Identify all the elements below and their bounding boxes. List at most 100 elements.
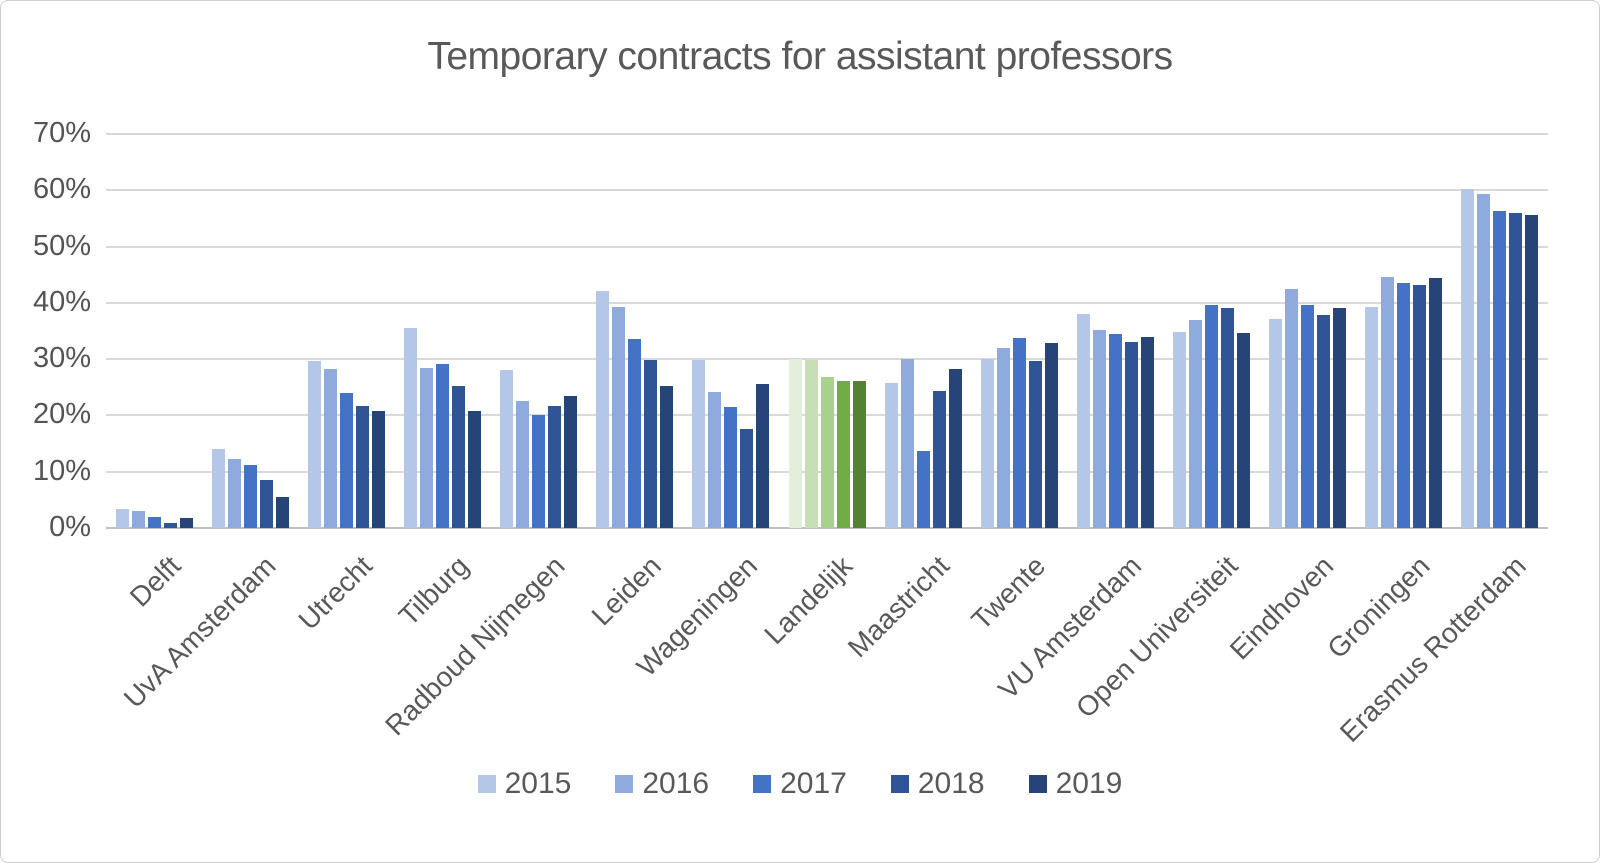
legend-item-2017: 2017 [753, 767, 847, 801]
bar-leiden-2017 [628, 338, 642, 528]
x-axis-category-label: Utrecht [292, 550, 379, 636]
y-axis-tick-label: 20% [32, 398, 91, 431]
bar-tilburg-2019 [467, 410, 481, 528]
bar-maastricht-2015 [884, 382, 898, 528]
gridline-70 [106, 133, 1548, 135]
bar-eindhoven-2016 [1285, 288, 1299, 528]
bar-open-universiteit-2017 [1205, 304, 1219, 528]
bar-landelijk-2019 [852, 380, 866, 528]
gridline-0 [106, 527, 1548, 529]
bar-twente-2015 [980, 359, 994, 528]
bar-twente-2019 [1044, 343, 1058, 528]
y-axis-tick-label: 70% [32, 117, 91, 149]
bar-eindhoven-2015 [1269, 318, 1283, 528]
bar-uva-amsterdam-2018 [259, 479, 273, 528]
y-axis-tick-label: 30% [32, 342, 91, 375]
bar-landelijk-2017 [820, 376, 834, 528]
bar-twente-2016 [996, 348, 1010, 528]
legend-label: 2015 [504, 767, 572, 800]
bar-wageningen-2019 [756, 384, 770, 528]
legend-label: 2016 [642, 767, 710, 800]
x-axis-category-label: Leiden [585, 550, 667, 632]
y-axis-tick-label: 0% [49, 511, 91, 543]
bar-vu-amsterdam-2017 [1108, 333, 1122, 528]
bar-wageningen-2017 [724, 406, 738, 528]
bar-landelijk-2018 [836, 381, 850, 528]
legend-item-2019: 2019 [1028, 767, 1123, 801]
legend-label: 2017 [780, 767, 847, 800]
y-axis-tick-label: 60% [32, 173, 91, 206]
bar-erasmus-rotterdam-2015 [1461, 189, 1475, 528]
bar-landelijk-2015 [788, 358, 802, 528]
bar-radboud-nijmegen-2019 [564, 396, 578, 528]
bar-utrecht-2017 [339, 392, 353, 528]
bar-utrecht-2019 [371, 410, 385, 528]
legend-swatch [477, 775, 496, 793]
chart-title: Temporary contracts for assistant profes… [427, 35, 1173, 78]
bar-erasmus-rotterdam-2018 [1509, 213, 1523, 528]
x-axis-category-label: Delft [123, 550, 186, 613]
bar-wageningen-2018 [740, 428, 754, 528]
bar-erasmus-rotterdam-2017 [1493, 210, 1507, 528]
y-axis-tick-label: 50% [32, 229, 91, 262]
gridline-60 [106, 189, 1548, 192]
legend-swatch [753, 775, 772, 793]
x-axis-category-label: Landelijk [758, 550, 859, 651]
bar-uva-amsterdam-2017 [243, 464, 257, 528]
bar-delft-2015 [115, 508, 129, 528]
bar-radboud-nijmegen-2017 [532, 414, 546, 528]
bar-leiden-2018 [644, 359, 658, 528]
bar-wageningen-2016 [708, 391, 722, 528]
gridline-30 [106, 358, 1548, 361]
bar-twente-2017 [1012, 338, 1026, 528]
bar-maastricht-2019 [948, 369, 962, 528]
bar-tilburg-2018 [451, 386, 465, 528]
bar-tilburg-2017 [435, 363, 449, 528]
legend: 2015 2016 2017 2018 2019 [1, 767, 1599, 801]
bar-tilburg-2016 [419, 368, 433, 528]
bar-maastricht-2018 [932, 391, 946, 528]
bar-open-universiteit-2016 [1189, 320, 1203, 528]
x-axis-category-label: Radboud Nijmegen [379, 550, 571, 742]
x-axis-category-label: Open Universiteit [1069, 550, 1244, 724]
bar-vu-amsterdam-2019 [1140, 337, 1154, 528]
bar-delft-2019 [179, 518, 193, 528]
bar-vu-amsterdam-2016 [1092, 329, 1106, 528]
gridline-50 [106, 245, 1548, 248]
bar-utrecht-2015 [307, 360, 321, 528]
bar-leiden-2015 [596, 291, 610, 528]
gridline-40 [106, 301, 1548, 304]
x-axis-category-label: Erasmus Rotterdam [1333, 550, 1532, 748]
legend-swatch [890, 775, 909, 793]
bar-erasmus-rotterdam-2016 [1477, 193, 1491, 528]
bar-eindhoven-2017 [1301, 304, 1315, 528]
x-axis-category-label: Eindhoven [1224, 550, 1340, 666]
y-axis-tick-label: 40% [32, 285, 91, 318]
bar-open-universiteit-2018 [1221, 307, 1235, 528]
bar-landelijk-2016 [804, 359, 818, 528]
bar-groningen-2017 [1397, 282, 1411, 528]
legend-item-2015: 2015 [477, 767, 572, 801]
bar-radboud-nijmegen-2018 [548, 405, 562, 528]
bar-utrecht-2018 [355, 405, 369, 528]
bar-radboud-nijmegen-2015 [500, 369, 514, 528]
legend-item-2016: 2016 [615, 767, 709, 801]
legend-item-2018: 2018 [890, 767, 985, 801]
bar-uva-amsterdam-2015 [211, 448, 225, 528]
bar-eindhoven-2018 [1317, 314, 1331, 528]
bar-delft-2017 [147, 516, 161, 528]
bar-tilburg-2015 [403, 327, 417, 528]
bar-groningen-2015 [1365, 307, 1379, 528]
legend-label: 2019 [1055, 767, 1123, 800]
x-axis-category-label: Tilburg [392, 550, 475, 632]
bar-radboud-nijmegen-2016 [516, 400, 530, 528]
bar-erasmus-rotterdam-2019 [1525, 215, 1539, 528]
bar-groningen-2016 [1381, 276, 1395, 528]
bar-vu-amsterdam-2018 [1124, 341, 1138, 528]
bar-eindhoven-2019 [1333, 308, 1347, 528]
bar-uva-amsterdam-2019 [275, 497, 289, 528]
legend-swatch [1028, 775, 1047, 793]
bar-open-universiteit-2015 [1173, 332, 1187, 528]
